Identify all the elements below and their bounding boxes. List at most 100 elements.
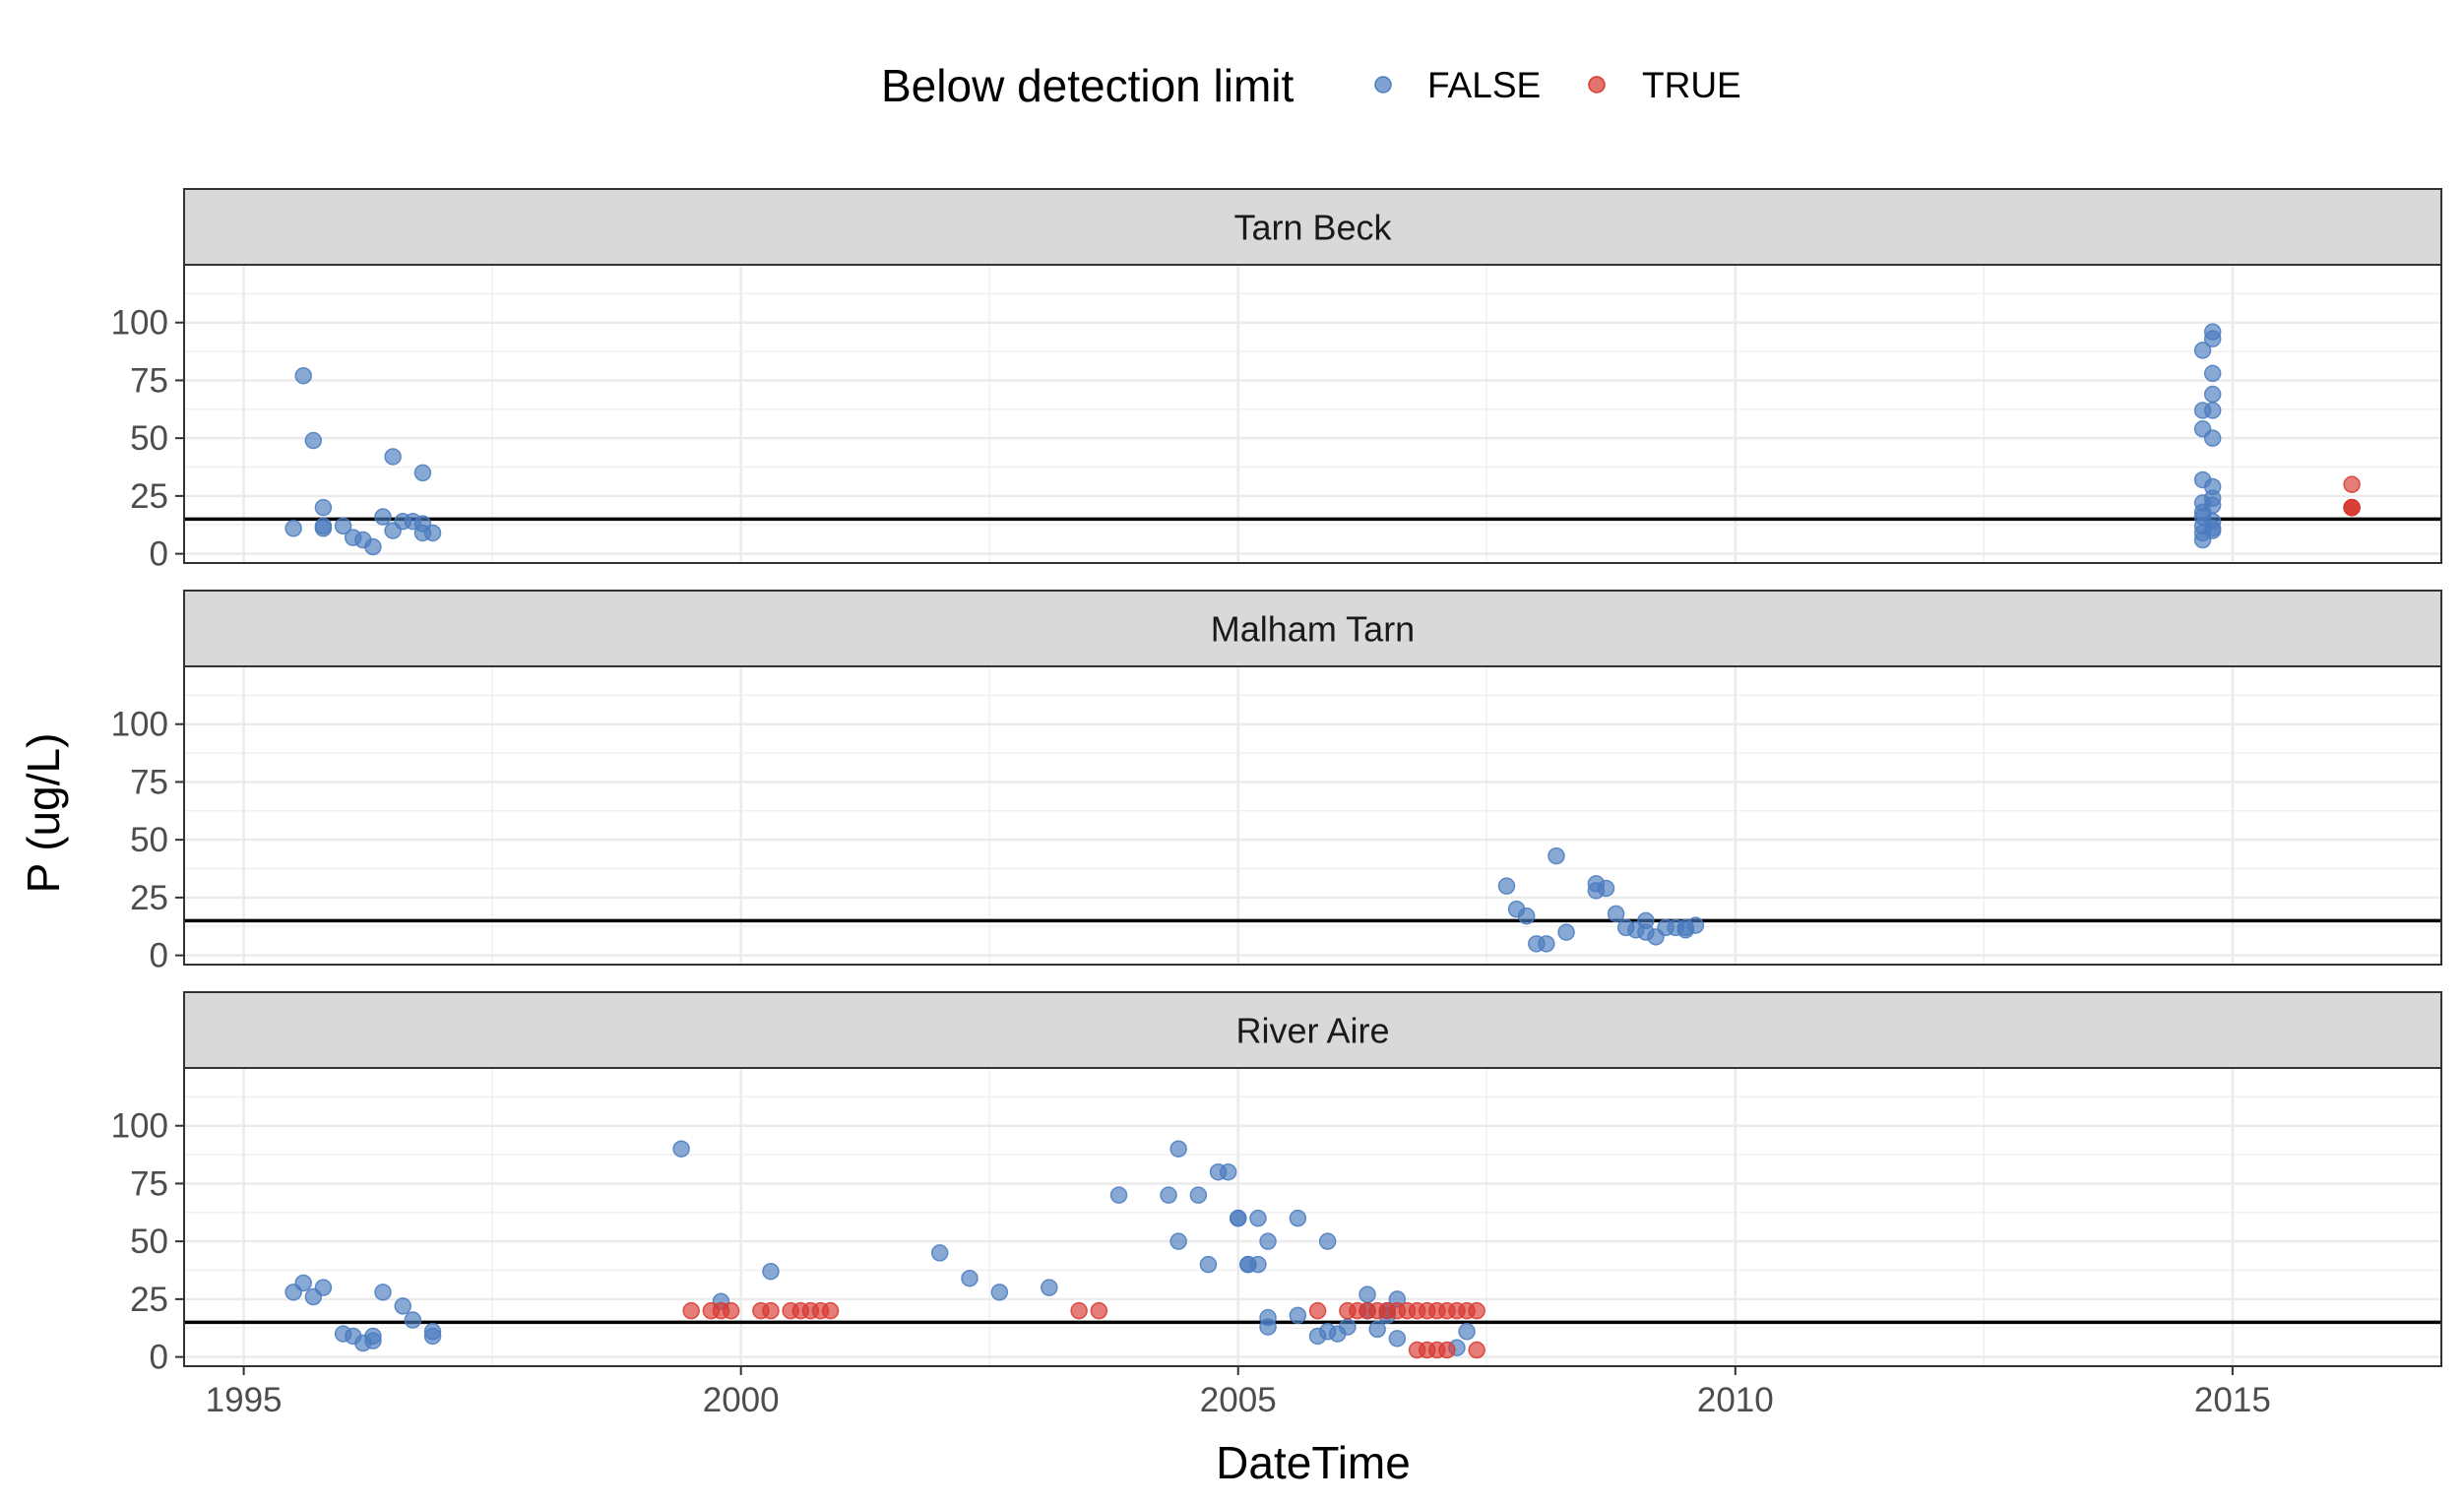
legend-key-false	[1374, 76, 1392, 94]
data-point-false	[404, 1311, 422, 1329]
x-axis: 1995 2000 2005 2010 2015	[206, 1366, 2271, 1419]
legend-label-false: FALSE	[1427, 65, 1541, 105]
data-point-false	[1318, 1232, 1337, 1250]
data-point-false	[1388, 1330, 1407, 1347]
x-tick-label: 2005	[1200, 1381, 1277, 1419]
y-tick-label: 0	[150, 937, 168, 975]
legend: Below detection limit FALSE TRUE	[881, 60, 1741, 111]
data-point-false	[1249, 1255, 1267, 1274]
x-tick-label: 2010	[1697, 1381, 1774, 1419]
data-point-false	[2203, 330, 2222, 347]
data-point-false	[1160, 1186, 1177, 1204]
data-point-false	[304, 431, 323, 450]
data-point-false	[1637, 911, 1655, 930]
data-point-false	[1517, 907, 1536, 925]
data-point-false	[423, 1327, 442, 1346]
data-point-false	[384, 448, 402, 466]
data-point-true	[1468, 1301, 1485, 1320]
y-tick-label: 100	[111, 304, 168, 343]
data-point-true	[821, 1301, 840, 1320]
data-point-false	[314, 498, 333, 517]
legend-label-true: TRUE	[1642, 65, 1741, 105]
panel-border	[183, 264, 2442, 564]
y-tick-label: 0	[150, 535, 168, 574]
data-point-false	[2203, 429, 2222, 447]
data-point-false	[1497, 877, 1516, 895]
data-point-false	[294, 366, 312, 385]
y-tick-label: 25	[130, 1281, 168, 1319]
data-point-false	[314, 1279, 333, 1296]
data-point-false	[1259, 1318, 1277, 1336]
data-point-false	[1557, 923, 1575, 941]
panels: Tarn Beck 0 25 50 75 100 Malham Tarn 0 25 50 75 100…	[111, 188, 2442, 1377]
data-point-false	[1358, 1285, 1376, 1303]
data-point-false	[1686, 916, 1705, 934]
data-point-false	[364, 537, 382, 556]
y-tick-label: 100	[111, 1107, 168, 1146]
data-point-false	[1289, 1306, 1307, 1325]
data-point-false	[2203, 364, 2222, 383]
panel-strip	[183, 590, 2442, 667]
data-point-false	[2203, 385, 2222, 404]
data-point-false	[2203, 402, 2222, 419]
y-tick-label: 50	[130, 1222, 168, 1261]
data-point-false	[374, 1284, 392, 1301]
data-point-false	[1597, 879, 1615, 898]
panel-border	[183, 1067, 2442, 1367]
x-tick-label: 1995	[206, 1381, 283, 1419]
data-point-false	[334, 517, 352, 535]
y-tick-label: 0	[150, 1339, 168, 1377]
data-point-false	[423, 524, 442, 542]
data-point-true	[1090, 1301, 1108, 1320]
data-point-false	[374, 508, 392, 526]
y-tick-label: 75	[130, 763, 168, 801]
y-tick-label: 25	[130, 879, 168, 917]
y-axis-title: P (ug/L)	[18, 733, 69, 894]
data-point-true	[2343, 475, 2361, 493]
panel-1: Malham Tarn 0 25 50 75 100	[111, 590, 2442, 975]
data-point-false	[961, 1269, 979, 1287]
panel-strip-label: River Aire	[1235, 1011, 1389, 1051]
data-point-true	[1468, 1341, 1485, 1359]
data-point-false	[1169, 1232, 1187, 1250]
data-point-false	[1458, 1323, 1476, 1341]
data-point-false	[1169, 1140, 1187, 1158]
data-point-false	[314, 520, 333, 537]
data-point-false	[1368, 1320, 1386, 1339]
legend-title: Below detection limit	[881, 60, 1295, 111]
data-point-false	[1041, 1279, 1058, 1296]
data-point-false	[1249, 1209, 1267, 1227]
data-point-false	[930, 1244, 949, 1262]
legend-key-true	[1588, 76, 1606, 94]
data-point-true	[722, 1301, 740, 1320]
data-point-false	[1289, 1209, 1307, 1227]
y-tick-label: 50	[130, 419, 168, 458]
data-point-false	[1548, 846, 1565, 865]
data-point-false	[1607, 905, 1625, 923]
data-point-true	[1308, 1301, 1327, 1320]
panel-strip	[183, 991, 2442, 1069]
panel-0: Tarn Beck 0 25 50 75 100	[111, 188, 2442, 574]
data-point-false	[1538, 935, 1555, 953]
panel-strip-label: Malham Tarn	[1211, 609, 1415, 650]
data-point-false	[1229, 1209, 1247, 1227]
panel-2: River Aire 0 25 50 75 100	[111, 991, 2442, 1377]
data-point-true	[1438, 1341, 1456, 1359]
x-tick-label: 2000	[703, 1381, 780, 1419]
data-point-false	[1339, 1318, 1357, 1336]
data-point-false	[2193, 342, 2212, 359]
y-tick-label: 75	[130, 361, 168, 400]
data-point-false	[1199, 1255, 1218, 1274]
data-point-false	[990, 1284, 1009, 1301]
data-point-true	[762, 1301, 780, 1320]
data-point-false	[672, 1140, 690, 1158]
data-point-false	[1189, 1186, 1208, 1204]
data-point-false	[762, 1262, 780, 1281]
y-tick-label: 25	[130, 477, 168, 516]
data-point-false	[1259, 1232, 1277, 1250]
data-point-false	[1219, 1162, 1237, 1181]
data-point-false	[2193, 531, 2212, 549]
data-point-true	[2343, 498, 2361, 517]
panel-border	[183, 665, 2442, 966]
